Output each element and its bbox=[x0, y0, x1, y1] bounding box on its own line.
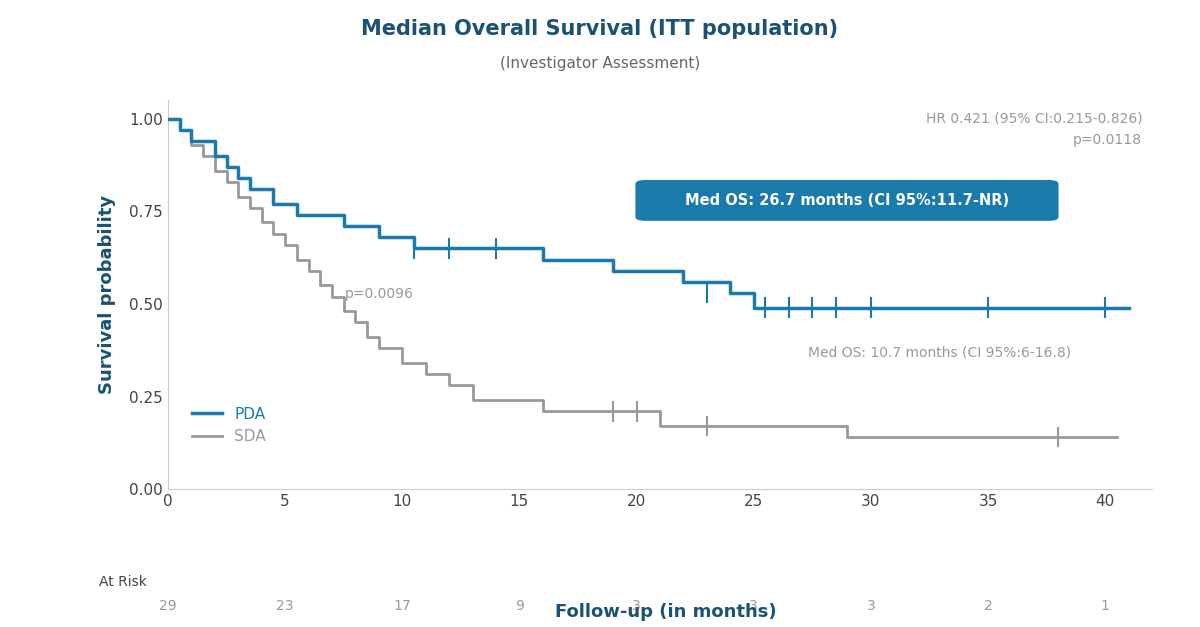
Text: 9: 9 bbox=[515, 599, 524, 613]
Text: 17: 17 bbox=[394, 599, 412, 613]
Text: 29: 29 bbox=[160, 599, 176, 613]
Text: 3: 3 bbox=[632, 599, 641, 613]
Text: Follow-up (in months): Follow-up (in months) bbox=[556, 603, 776, 621]
Text: 23: 23 bbox=[276, 599, 294, 613]
Text: Med OS: 10.7 months (CI 95%:6-16.8): Med OS: 10.7 months (CI 95%:6-16.8) bbox=[808, 345, 1070, 359]
Text: 1: 1 bbox=[1100, 599, 1110, 613]
Text: HR 0.421 (95% CI:0.215-0.826)
p=0.0118: HR 0.421 (95% CI:0.215-0.826) p=0.0118 bbox=[925, 112, 1142, 147]
FancyBboxPatch shape bbox=[636, 180, 1058, 221]
Text: 3: 3 bbox=[866, 599, 875, 613]
Text: p=0.0096: p=0.0096 bbox=[346, 287, 414, 301]
Text: 2: 2 bbox=[984, 599, 992, 613]
Text: Med OS: 26.7 months (CI 95%:11.7-NR): Med OS: 26.7 months (CI 95%:11.7-NR) bbox=[685, 193, 1009, 208]
Text: Median Overall Survival (ITT population): Median Overall Survival (ITT population) bbox=[361, 19, 839, 39]
Legend: PDA, SDA: PDA, SDA bbox=[186, 401, 272, 450]
Y-axis label: Survival probability: Survival probability bbox=[97, 195, 115, 394]
Text: 3: 3 bbox=[749, 599, 758, 613]
Text: (Investigator Assessment): (Investigator Assessment) bbox=[500, 56, 700, 71]
Text: At Risk: At Risk bbox=[100, 576, 146, 589]
